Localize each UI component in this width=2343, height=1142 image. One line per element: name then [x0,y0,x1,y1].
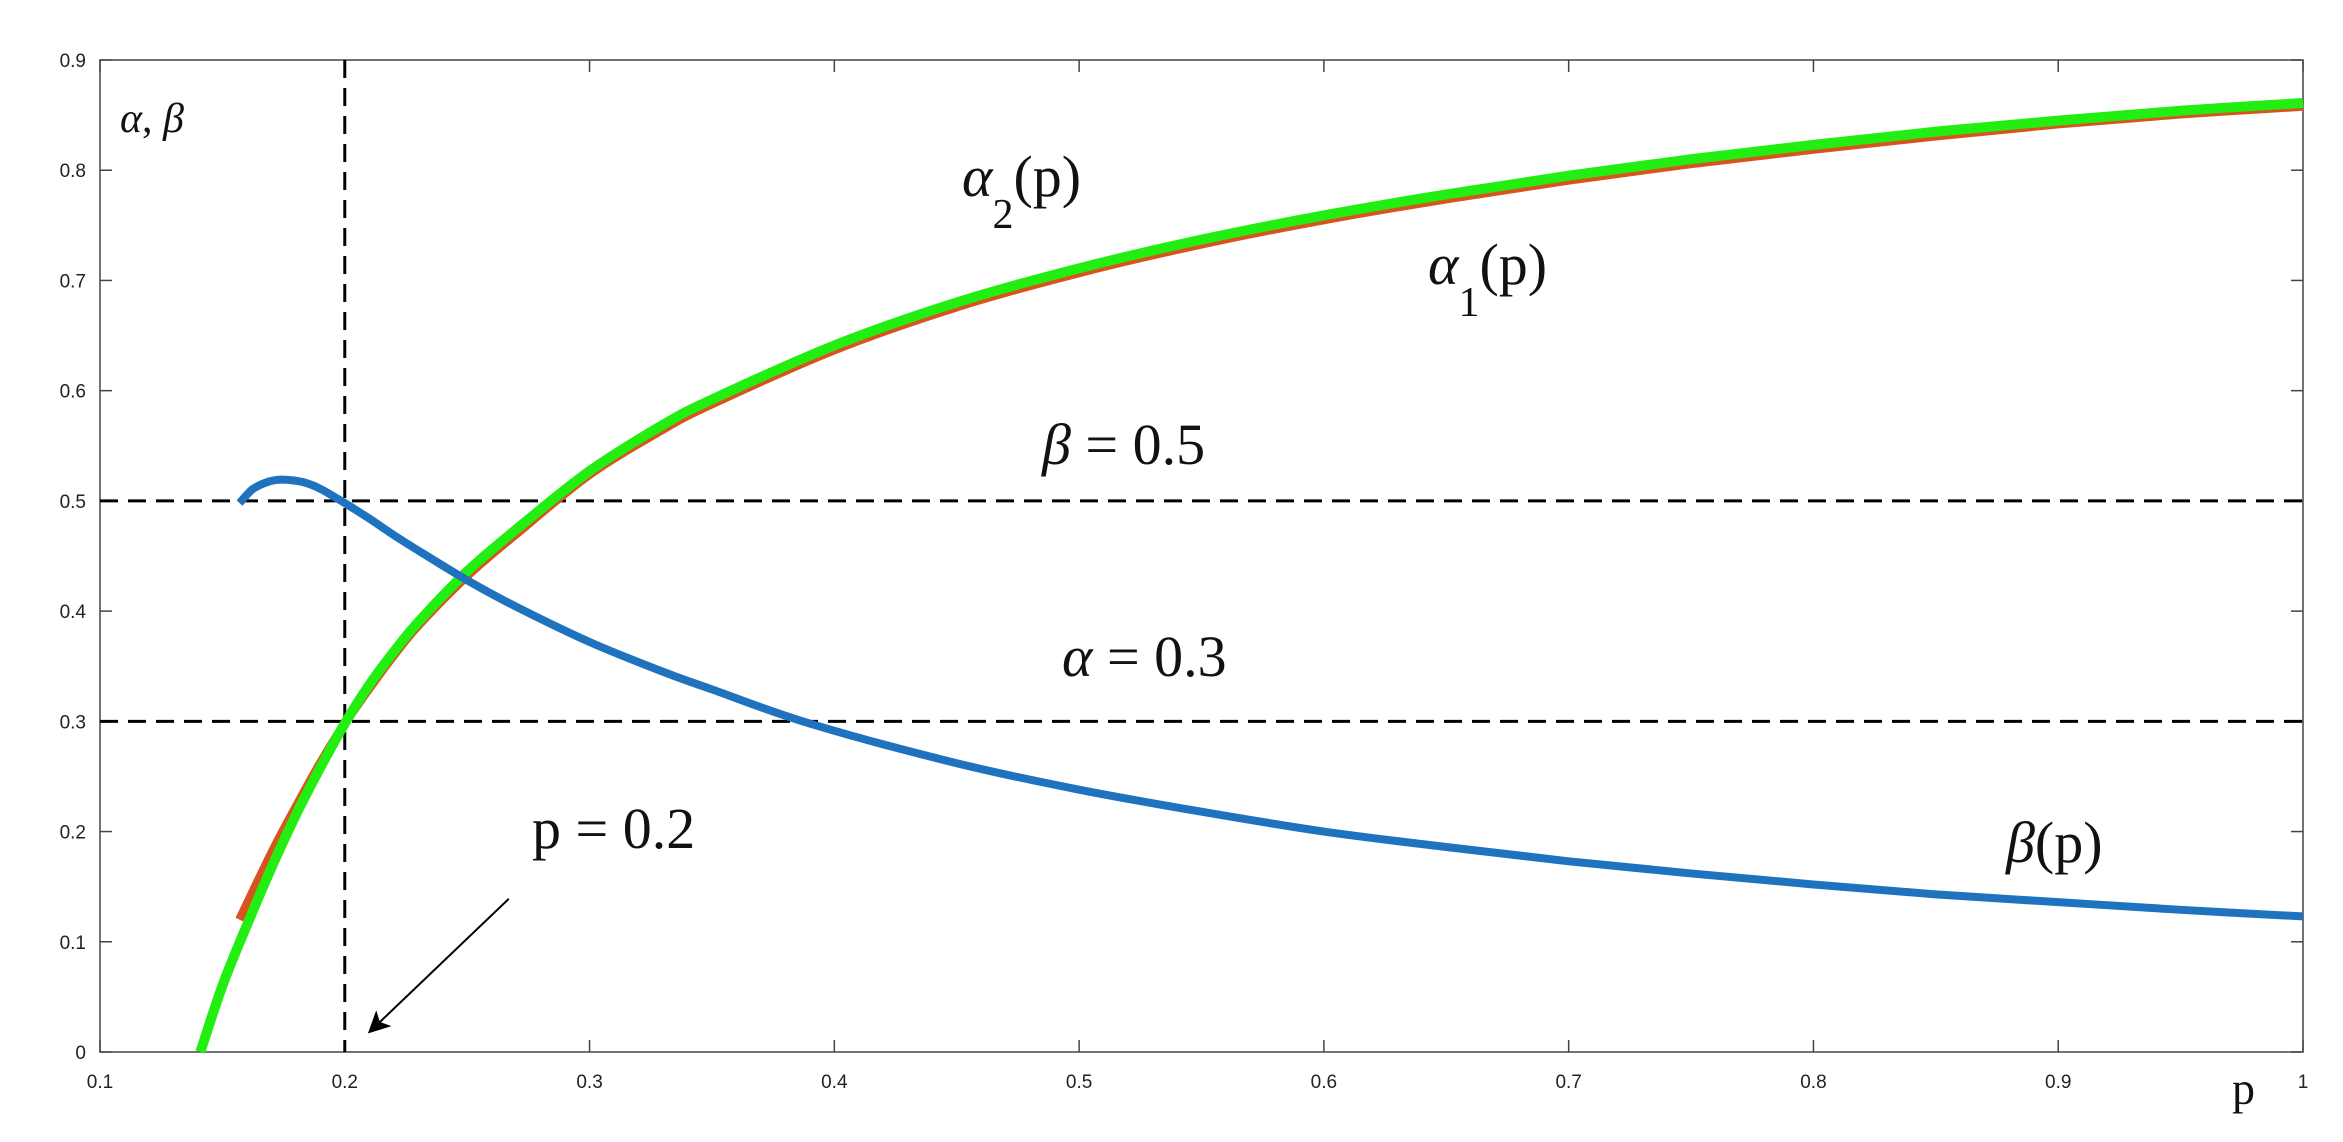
y-tick-label: 0.4 [60,602,87,623]
y-tick-label: 0.8 [60,161,86,182]
alpha-threshold-label: α = 0.3 [1062,624,1227,689]
beta-curve-label: β(p) [2005,810,2103,875]
p-threshold-arrow [367,898,510,1034]
curves [195,97,2304,1054]
y-tick-label: 0.6 [60,382,86,403]
reference-lines [100,60,2303,1052]
p-threshold-label: p = 0.2 [532,796,695,861]
x-tick-label: 0.2 [332,1072,358,1093]
x-tick-label: 0.7 [1555,1072,1581,1093]
y-tick-label: 0.3 [60,712,86,733]
x-tick-label: 0.6 [1311,1072,1337,1093]
alpha1-curve-label: α1(p) [1428,232,1547,326]
x-tick-label: 0.3 [576,1072,602,1093]
x-tick-label: 1 [2298,1072,2309,1093]
y-axis-label: α, β [120,96,184,142]
x-tick-label: 0.4 [821,1072,848,1093]
x-axis-label: p [2232,1063,2255,1114]
y-tick-label: 0.9 [60,51,86,72]
alpha2-curve [195,97,2304,1054]
x-tick-label: 0.1 [87,1072,113,1093]
x-tick-label: 0.5 [1066,1072,1092,1093]
axis-ticks: 0.1 0.2 0.3 0.4 0.5 0.6 0.7 0.8 0.9 100.10.20.30.… [60,51,2309,1093]
alpha2-curve-label: α2(p) [962,144,1081,238]
y-tick-label: 0.2 [60,823,86,844]
beta-threshold-label: β = 0.5 [1041,412,1205,477]
beta-curve [236,475,2304,921]
x-tick-label: 0.9 [2045,1072,2071,1093]
plot-frame [99,59,2304,1053]
x-tick-label: 0.8 [1800,1072,1826,1093]
y-tick-label: 0.5 [60,492,86,513]
y-tick-label: 0 [75,1043,86,1064]
y-tick-label: 0.1 [60,933,86,954]
y-tick-label: 0.7 [60,271,86,292]
